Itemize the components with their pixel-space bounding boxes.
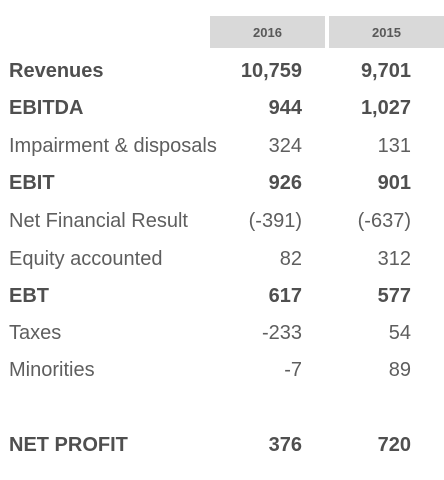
row-equity-accounted: Equity accounted 82 312 [0,244,444,274]
value-2015: 131 [377,135,411,157]
row-ebt: EBT 617 577 [0,281,444,311]
value-2016: -7 [284,359,302,381]
value-2015: 9,701 [360,60,411,82]
value-2015: 54 [388,322,411,344]
row-label: Impairment & disposals [9,135,217,157]
column-header-2015: 2015 [329,16,444,48]
value-2016: 324 [268,135,302,157]
value-2015: 89 [388,359,411,381]
row-label: Taxes [9,322,62,344]
value-2016: 10,759 [240,60,302,82]
value-2015: 577 [377,285,411,307]
value-2015: 312 [377,248,411,270]
value-2016: 926 [268,172,302,194]
row-net-financial-result: Net Financial Result (-391) (-637) [0,206,444,236]
row-minorities: Minorities -7 89 [0,355,444,385]
value-2015: 720 [377,434,411,456]
row-net-profit: NET PROFIT 376 720 [0,430,444,460]
value-2016: 82 [279,248,302,270]
value-2015: 901 [377,172,411,194]
value-2016: 617 [268,285,302,307]
row-ebit: EBIT 926 901 [0,168,444,198]
row-label: NET PROFIT [9,434,128,456]
value-2015: (-637) [357,210,411,232]
row-label: EBIT [9,172,55,194]
value-2015: 1,027 [360,97,411,119]
row-impairment-disposals: Impairment & disposals 324 131 [0,131,444,161]
row-ebitda: EBITDA 944 1,027 [0,93,444,123]
row-label: EBITDA [9,97,84,119]
value-2016: (-391) [248,210,302,232]
row-label: EBT [9,285,49,307]
value-2016: -233 [261,322,302,344]
value-2016: 944 [268,97,302,119]
row-taxes: Taxes -233 54 [0,318,444,348]
row-label: Net Financial Result [9,210,188,232]
row-label: Equity accounted [9,248,163,270]
row-label: Minorities [9,359,95,381]
row-revenues: Revenues 10,759 9,701 [0,56,444,86]
value-2016: 376 [268,434,302,456]
row-label: Revenues [9,60,104,82]
column-header-2016: 2016 [210,16,325,48]
